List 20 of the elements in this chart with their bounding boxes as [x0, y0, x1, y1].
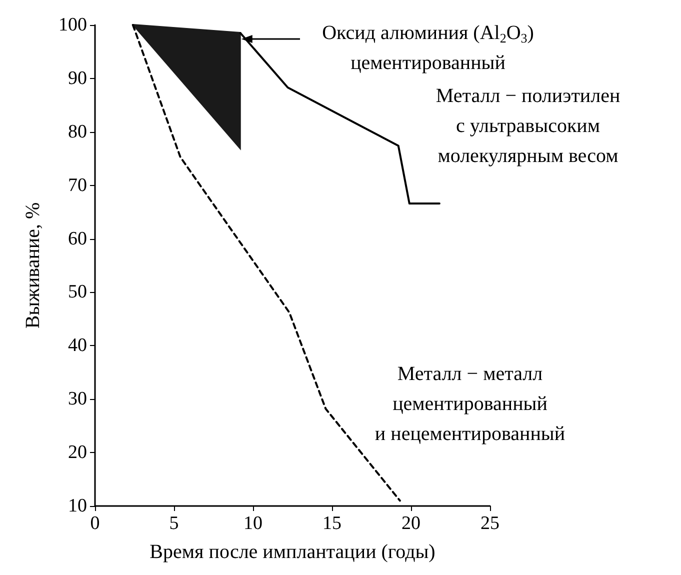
- y-tick-label: 10: [68, 496, 87, 516]
- x-axis-title: Время после имплантации (годы): [150, 541, 436, 563]
- y-axis-title: Выживание, %: [22, 202, 44, 329]
- y-tick-label: 90: [68, 68, 87, 89]
- y-tick-label: 20: [68, 442, 87, 464]
- y-tick-label: 60: [68, 228, 87, 250]
- annotation: Металл − полиэтилен с ультравысоким молекулярным весом: [436, 85, 620, 167]
- y-tick-label: 40: [68, 335, 87, 356]
- y-tick-label: 50: [68, 282, 87, 303]
- x-tick-label: 15: [322, 513, 342, 534]
- x-tick-label: 10: [244, 513, 262, 534]
- x-tick-label: 0: [90, 513, 100, 534]
- x-tick-label: 20: [402, 513, 420, 534]
- y-tick-label: 100: [58, 14, 87, 36]
- y-tick-label: 80: [68, 121, 87, 142]
- y-tick-label: 70: [68, 174, 87, 196]
- y-tick-label: 30: [68, 388, 87, 410]
- annotation: Металл − металл цементированный и нецементированный: [374, 363, 566, 445]
- x-tick-label: 25: [480, 513, 500, 534]
- x-tick-label: 5: [169, 513, 179, 534]
